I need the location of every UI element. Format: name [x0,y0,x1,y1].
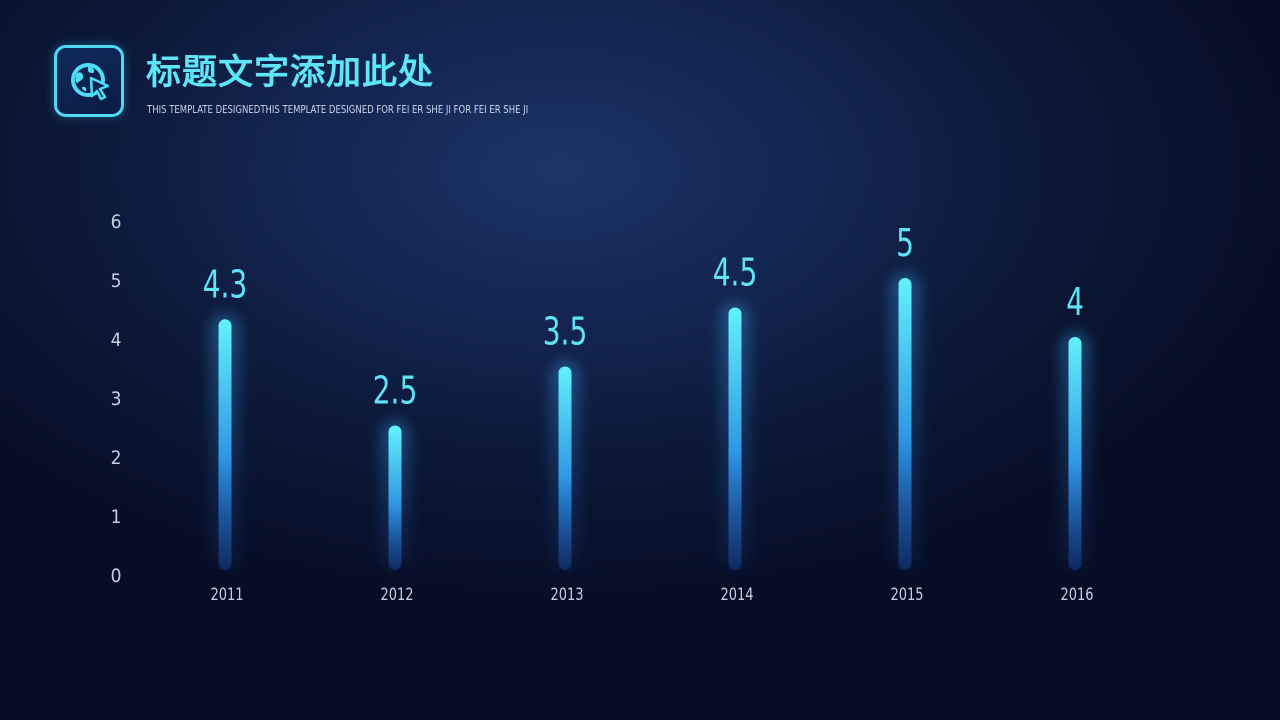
page-subtitle: THIS TEMPLATE DESIGNEDTHIS TEMPLATE DESI… [147,103,529,116]
x-axis-ticks: 2011 2012 2013 2014 2015 2016 [210,584,1093,604]
y-tick-label: 5 [111,270,122,292]
bar [1068,337,1082,570]
x-tick-label: 2015 [890,584,923,604]
data-label: 3.5 [543,311,588,355]
data-label: 5 [896,222,914,266]
y-tick-label: 1 [111,506,122,528]
y-tick-label: 0 [111,565,122,587]
data-label: 2.5 [373,370,418,414]
y-tick-label: 2 [111,447,122,469]
x-tick-label: 2016 [1060,584,1093,604]
y-axis-ticks: 0 1 2 3 4 5 6 [111,211,122,587]
data-label: 4.5 [713,252,758,296]
logo-badge [54,45,124,117]
y-tick-label: 4 [111,329,122,351]
bar [218,319,232,570]
bar [558,366,572,570]
bar [388,425,402,570]
x-tick-label: 2012 [380,584,413,604]
bar [898,278,912,570]
data-label: 4 [1066,281,1084,325]
bars [209,272,1091,570]
grid-lines [150,220,1150,576]
x-tick-label: 2013 [550,584,583,604]
x-tick-label: 2014 [720,584,753,604]
page-title: 标题文字添加此处 [146,53,435,93]
data-labels: 4.3 2.5 3.5 4.5 5 4 [203,222,1084,413]
y-tick-label: 3 [111,388,122,410]
bar [728,307,742,570]
globe-cursor-icon [71,63,110,101]
x-tick-label: 2011 [210,584,243,604]
y-tick-label: 6 [111,211,122,233]
data-label: 4.3 [203,263,248,307]
